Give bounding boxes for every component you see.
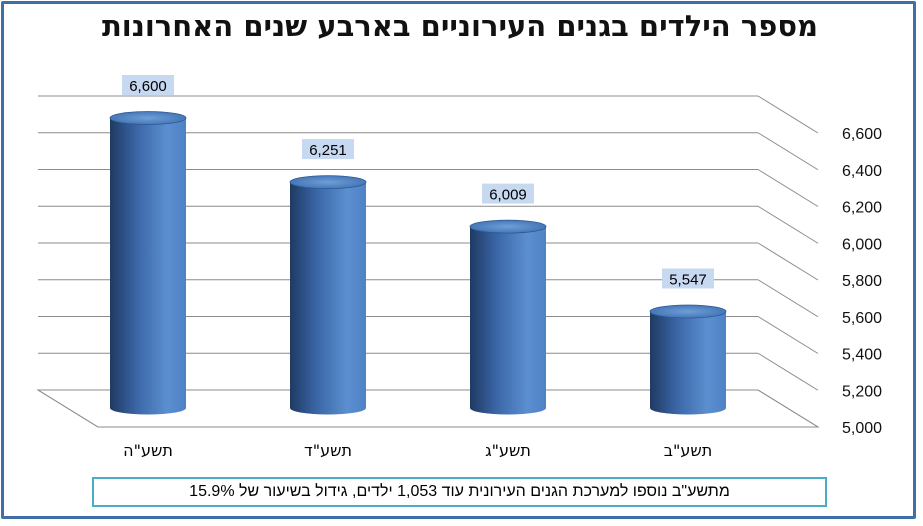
data-label: 6,251: [309, 142, 347, 159]
y-tick-label: 5,800: [842, 273, 882, 290]
bar-top: [109, 111, 187, 125]
y-tick-label: 5,000: [842, 420, 882, 437]
data-label: 5,547: [669, 271, 707, 288]
x-category-label: תשע"ד: [304, 441, 352, 460]
gridline-depth: [757, 389, 819, 428]
gridline-depth: [757, 316, 819, 354]
y-tick-label: 6,400: [842, 163, 882, 180]
bar-top: [289, 175, 367, 190]
bar-body: [650, 311, 726, 415]
bar-cylinder: [469, 219, 547, 415]
y-tick-label: 6,000: [842, 236, 882, 253]
y-tick-label: 5,400: [842, 347, 882, 364]
bar-body: [110, 118, 186, 415]
y-tick-label: 5,600: [842, 310, 882, 327]
data-label-bg: [482, 183, 534, 204]
data-label-bg: [662, 268, 714, 289]
bar-body: [470, 226, 546, 415]
gridline-depth: [757, 205, 819, 244]
x-category-label: תשע"ה: [123, 441, 173, 460]
bar-cylinder: [289, 175, 367, 415]
x-category-label: תשע"ג: [485, 441, 531, 460]
bar-top: [469, 219, 547, 234]
y-tick-label: 6,200: [842, 200, 882, 217]
bar-cylinder: [649, 304, 727, 415]
bar-body: [290, 182, 366, 415]
gridline-depth: [757, 132, 819, 171]
y-tick-label: 6,600: [842, 126, 882, 143]
data-label-bg: [302, 139, 354, 160]
gridline-depth: [757, 169, 819, 207]
gridline-depth: [757, 352, 819, 391]
data-label-bg: [122, 75, 174, 95]
data-label: 6,600: [129, 78, 167, 95]
bar-cylinder: [109, 111, 187, 415]
gridline-depth: [37, 389, 99, 428]
y-tick-label: 5,200: [842, 383, 882, 400]
chart-title: מספר הילדים בגנים העירוניים בארבע שנים ה…: [101, 9, 819, 43]
chart-frame: [1, 1, 916, 519]
gridline-depth: [757, 242, 819, 281]
bar-top: [649, 304, 727, 319]
x-category-label: תשע"ב: [664, 441, 712, 460]
gridline-depth: [757, 95, 819, 134]
gridline-depth: [757, 279, 819, 318]
data-label: 6,009: [489, 187, 527, 204]
summary-note: מתשע"ב נוספו למערכת הגנים העירונית עוד 1…: [92, 477, 827, 507]
